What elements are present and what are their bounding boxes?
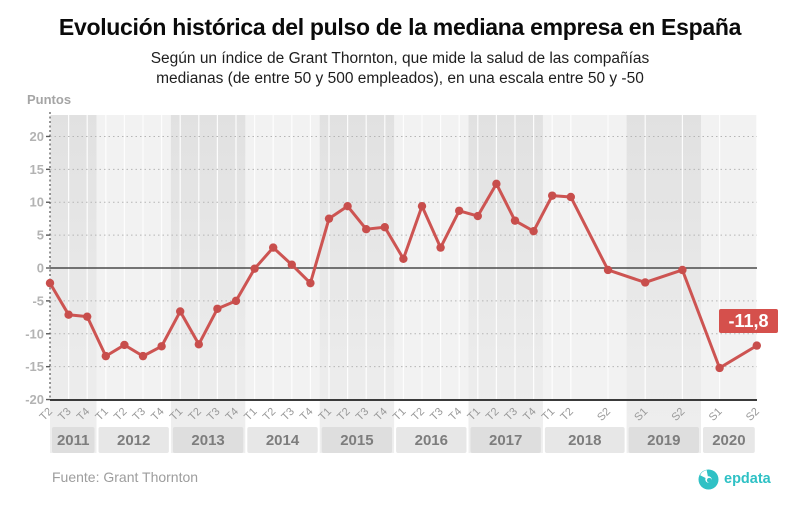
data-point-T1-2014[interactable] [250,264,259,273]
epdata-wordmark: epdata [724,471,771,487]
x-tick-label: T4 [149,406,167,424]
year-band-2011 [50,115,97,453]
year-labels: 2011 2012 2013 2014 2015 2016 2017 2018 2019 2020 [52,427,755,453]
data-point-T1-2017[interactable] [473,211,482,221]
data-point-T2-2014[interactable] [269,243,278,252]
data-point-T2-2015[interactable] [343,201,352,211]
data-point-T4-2017[interactable] [529,226,538,236]
data-point-T2-2013[interactable] [194,340,203,349]
data-point-S1-2020[interactable] [715,363,724,373]
x-tick-label: T4 [298,406,316,424]
year-label-2016: 2016 [415,432,448,449]
axes [49,112,757,401]
vertical-gridlines [49,115,758,400]
chart-subtitle: Según un índice de Grant Thornton, que m… [0,49,800,88]
y-tick-label: 15 [30,162,44,177]
year-band-2017 [468,115,543,453]
year-box-2012 [98,427,169,453]
y-tick-label: -10 [25,326,44,341]
data-point-S2-2020[interactable] [752,341,761,350]
x-tick-label: T2 [410,406,428,424]
series-line [48,182,759,370]
data-point-T1-2013[interactable] [176,307,185,316]
year-box-2016 [396,427,467,453]
x-tick-label: T4 [447,406,465,424]
chart-subtitle-line2: medianas (de entre 50 y 500 empleados), … [156,69,644,87]
x-tick-label: S1 [707,406,725,424]
data-point-S2-2018[interactable] [603,265,613,275]
data-point-T3-2012[interactable] [138,351,148,361]
x-tick-label: T2 [112,406,130,424]
x-tick-label: T2 [558,406,576,424]
x-tick-label: T2 [261,406,279,424]
year-box-2018 [544,427,625,453]
year-label-2013: 2013 [191,432,224,449]
x-tick-label: T3 [279,406,297,424]
data-point-T4-2012[interactable] [157,342,166,351]
year-label-2014: 2014 [266,432,300,449]
year-label-2017: 2017 [489,432,522,449]
y-tick-label: 0 [37,261,44,276]
data-point-T3-2016[interactable] [436,243,445,252]
y-tick-labels: 20 15 10 5 0 -5 -10 -15 -20 [25,129,44,407]
year-band-2013 [170,115,246,453]
y-tick-label: 5 [37,228,44,243]
x-tick-label: S2 [744,406,762,424]
year-box-2019 [628,427,699,453]
data-point-T1-2018[interactable] [548,191,557,200]
year-box-2014 [247,427,318,453]
data-point-S2-2019[interactable] [678,265,687,275]
epdata-logo[interactable]: epdata [698,466,771,492]
epdata-logo-icon [698,469,719,489]
chart-title: Evolución histórica del pulso de la medi… [58,14,742,40]
data-series [45,179,761,373]
year-box-2013 [172,427,244,453]
data-point-T4-2011[interactable] [83,312,92,321]
year-label-2019: 2019 [647,432,680,449]
year-label-2012: 2012 [117,432,150,449]
value-annotation-badge: -11,8 [719,309,778,333]
data-point-T4-2015[interactable] [380,223,389,232]
y-tick-label: 20 [30,129,44,144]
data-point-S1-2019[interactable] [641,278,650,287]
data-point-T2-2011[interactable] [45,278,55,288]
data-point-T1-2015[interactable] [324,214,334,223]
x-tick-label: T3 [428,406,446,424]
source-label: Fuente: Grant Thornton [52,469,199,485]
y-tick-label: -15 [25,359,44,374]
data-point-T3-2014[interactable] [287,260,296,269]
year-box-2011 [52,427,95,453]
x-tick-label: S2 [595,406,613,424]
year-box-2015 [321,427,393,453]
data-point-T2-2012[interactable] [120,340,129,350]
year-label-2011: 2011 [57,432,90,449]
y-axis-unit-label: Puntos [27,92,72,107]
data-point-T1-2012[interactable] [101,351,111,361]
data-point-T3-2013[interactable] [213,304,222,313]
year-box-2017 [470,427,541,453]
year-box-2020 [703,427,755,453]
data-point-T3-2017[interactable] [510,216,520,225]
y-tick-label: -20 [25,392,44,407]
data-point-T3-2015[interactable] [362,224,371,234]
y-tick-label: 10 [30,195,44,210]
data-point-T1-2016[interactable] [399,254,408,263]
data-point-T2-2017[interactable] [492,179,501,189]
data-point-T4-2013[interactable] [231,296,241,306]
year-band-2019 [626,115,701,453]
data-point-T2-2016[interactable] [417,201,427,211]
year-label-2018: 2018 [568,432,601,449]
data-point-T4-2016[interactable] [455,206,464,215]
y-tick-label: -5 [32,293,44,308]
x-tick-label: T3 [131,406,149,424]
data-point-T4-2014[interactable] [306,278,315,288]
chart-subtitle-line1: Según un índice de Grant Thornton, que m… [150,50,650,67]
year-label-2020: 2020 [712,432,745,449]
data-point-T3-2011[interactable] [64,310,73,319]
year-band-2015 [319,115,395,453]
year-label-2015: 2015 [340,432,373,449]
data-point-T2-2018[interactable] [566,192,575,202]
